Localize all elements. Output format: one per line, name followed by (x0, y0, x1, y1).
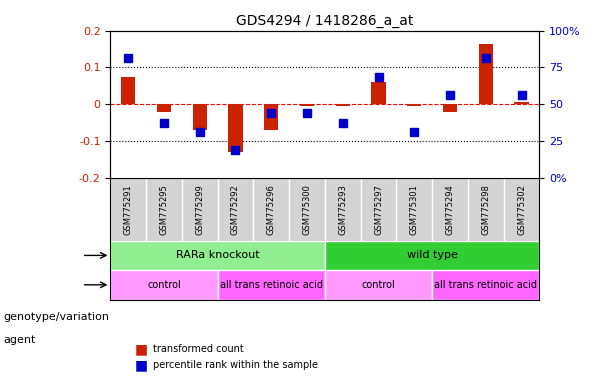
Bar (443, 104, 457, 112)
Text: transformed count: transformed count (153, 344, 244, 354)
Bar (371, 82, 386, 104)
Bar (121, 77, 135, 104)
Text: GSM775297: GSM775297 (374, 184, 383, 235)
FancyBboxPatch shape (110, 241, 325, 270)
FancyBboxPatch shape (325, 270, 432, 300)
Title: GDS4294 / 1418286_a_at: GDS4294 / 1418286_a_at (236, 14, 414, 28)
Bar (479, 43, 493, 104)
Text: GSM775294: GSM775294 (446, 184, 455, 235)
Text: agent: agent (3, 335, 36, 345)
Bar (514, 103, 528, 104)
Text: ■: ■ (135, 343, 148, 356)
Bar (336, 104, 350, 106)
Text: GSM775301: GSM775301 (409, 184, 419, 235)
Text: genotype/variation: genotype/variation (3, 312, 109, 322)
Text: all trans retinoic acid: all trans retinoic acid (219, 280, 323, 290)
Text: GSM775291: GSM775291 (124, 184, 133, 235)
FancyBboxPatch shape (110, 270, 218, 300)
Text: GSM775295: GSM775295 (159, 184, 169, 235)
Bar (228, 104, 243, 152)
FancyBboxPatch shape (325, 241, 539, 270)
Text: ■: ■ (135, 358, 148, 372)
Bar (157, 104, 171, 112)
Bar (264, 104, 278, 130)
Text: GSM775298: GSM775298 (481, 184, 490, 235)
Text: GSM775292: GSM775292 (231, 184, 240, 235)
Text: GSM775302: GSM775302 (517, 184, 526, 235)
Text: percentile rank within the sample: percentile rank within the sample (153, 360, 318, 370)
Text: GSM775299: GSM775299 (195, 184, 204, 235)
Bar (300, 104, 314, 106)
FancyBboxPatch shape (218, 270, 325, 300)
Text: GSM775300: GSM775300 (302, 184, 311, 235)
Text: GSM775296: GSM775296 (267, 184, 276, 235)
Text: RARa knockout: RARa knockout (176, 250, 259, 260)
Text: wild type: wild type (407, 250, 457, 260)
Text: all trans retinoic acid: all trans retinoic acid (434, 280, 538, 290)
Text: control: control (362, 280, 395, 290)
Bar (407, 104, 421, 106)
Text: control: control (147, 280, 181, 290)
Text: GSM775293: GSM775293 (338, 184, 348, 235)
FancyBboxPatch shape (432, 270, 539, 300)
Bar (192, 104, 207, 130)
